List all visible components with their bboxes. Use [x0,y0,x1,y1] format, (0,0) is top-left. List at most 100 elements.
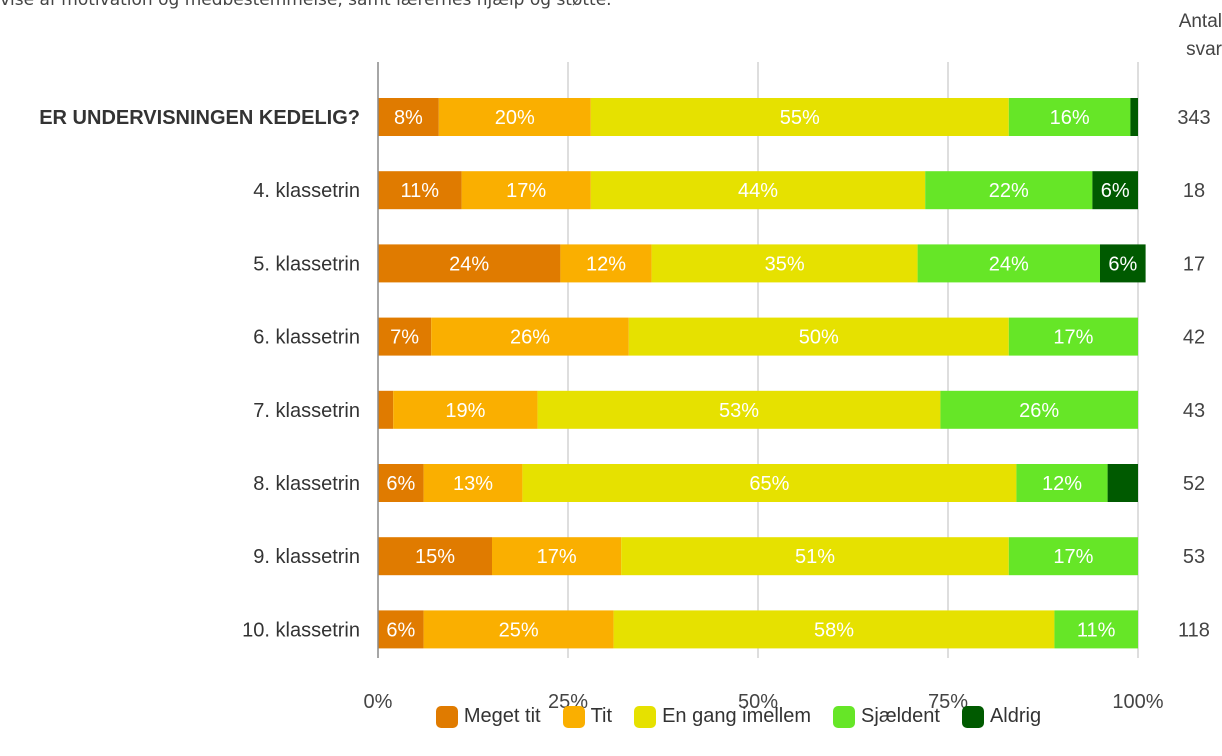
response-count: 118 [1178,619,1210,641]
bar-value-label: 26% [510,327,550,349]
bar-segment [522,464,1017,502]
bar-segment [1008,98,1131,136]
legend-swatch [961,705,984,728]
bar-segment [1054,610,1138,649]
bar-segment [560,244,652,283]
bar-value-label: 6% [1108,253,1137,275]
bar-segment [621,537,1009,576]
bar-value-label: 16% [1050,107,1090,129]
legend-item: Sjældent [833,705,940,728]
bar-value-label: 11% [1077,619,1116,641]
bar-value-label: 6% [386,619,415,641]
bar-segment [1008,537,1138,576]
bar-value-label: 35% [765,253,805,275]
bar-value-label: 25% [499,619,539,641]
bar-segment [1092,171,1138,210]
legend-label: Tit [590,705,613,727]
bar-segment [423,464,523,502]
count-column-header: Antal svar [1178,11,1222,60]
bar-value-label: 24% [989,253,1029,275]
response-count: 53 [1183,546,1205,568]
bar-value-label: 51% [795,546,835,568]
legend-item: En gang imellem [634,705,811,728]
bar-segment [492,537,622,576]
category-label: 9. klassetrin [253,546,360,568]
bar-value-label: 6% [1101,180,1130,202]
bar-segment [537,390,941,429]
bar-value-label: 12% [586,253,626,275]
x-tick-label: 100% [1112,691,1163,713]
bar-value-label: 53% [719,400,759,422]
bar-segment [917,244,1100,283]
response-count: 43 [1183,400,1205,422]
bar-segment [1100,244,1146,283]
response-count: 343 [1177,107,1210,129]
response-count: 18 [1183,180,1205,202]
category-label: 10. klassetrin [242,619,360,641]
legend-swatch [562,705,585,728]
bar-value-label: 7% [390,327,419,349]
legend-item: Meget tit [435,705,541,728]
category-label: ER UNDERVISNINGEN KEDELIG? [39,107,360,129]
bar-value-label: 50% [799,327,839,349]
category-label: 6. klassetrin [253,327,360,349]
bar-segment [590,171,926,210]
x-tick-label: 0% [364,691,393,713]
bar-segment [378,98,439,136]
bar-value-label: 6% [386,473,415,495]
bar-segment [590,98,1009,136]
response-count: 52 [1183,473,1205,495]
bar-value-label: 19% [445,400,485,422]
legend-swatch [435,705,458,728]
bar-value-label: 20% [495,107,535,129]
category-label: 4. klassetrin [253,180,360,202]
bar-segment [378,244,561,283]
bar-value-label: 24% [449,253,489,275]
bar-value-label: 26% [1019,400,1059,422]
bar-segment [628,317,1009,356]
legend-swatch [833,705,856,728]
bar-segment [613,610,1055,649]
legend-item: Tit [562,705,613,728]
response-count: 17 [1183,253,1205,275]
category-label: 5. klassetrin [253,253,360,275]
bar-value-label: 17% [537,546,577,568]
category-label: 7. klassetrin [253,400,360,422]
bar-value-label: 58% [814,619,854,641]
bar-value-label: 11% [401,180,440,202]
bar-segment [431,317,629,356]
bar-value-label: 13% [453,473,493,495]
bar-segment [378,317,432,356]
bar-segment [651,244,918,283]
chart-legend: Meget tit Tit En gang imellem Sjældent Aldri… [0,705,1222,728]
bar-segment [1130,98,1138,136]
bar-segment [461,171,591,210]
legend-label: Sjældent [861,705,940,727]
bar-segment [1016,464,1108,502]
bar-segment [378,537,492,576]
bar-segment [423,610,614,649]
bar-value-label: 17% [1053,546,1093,568]
bar-segment [378,610,424,649]
x-tick-label: 75% [928,691,968,713]
bar-segment [925,171,1093,210]
legend-label: Aldrig [989,705,1042,727]
bar-segment [438,98,591,136]
cutoff-caption-text: vise af motivation og medbestemmelse, sa… [0,0,612,10]
legend-swatch [634,705,657,728]
bar-value-label: 17% [506,180,546,202]
bar-value-label: 44% [738,180,778,202]
bar-value-label: 12% [1042,473,1082,495]
legend-label: Meget tit [463,705,541,727]
bar-segment [393,390,538,429]
legend-item: Aldrig [961,705,1042,728]
category-label: 8. klassetrin [253,473,360,495]
bar-segment [378,171,462,210]
legend-label: En gang imellem [662,705,812,727]
bar-segment [1107,464,1138,502]
response-count: 42 [1183,327,1205,349]
bar-value-label: 65% [749,473,789,495]
bar-value-label: 22% [989,180,1029,202]
x-tick-label: 50% [738,691,778,713]
